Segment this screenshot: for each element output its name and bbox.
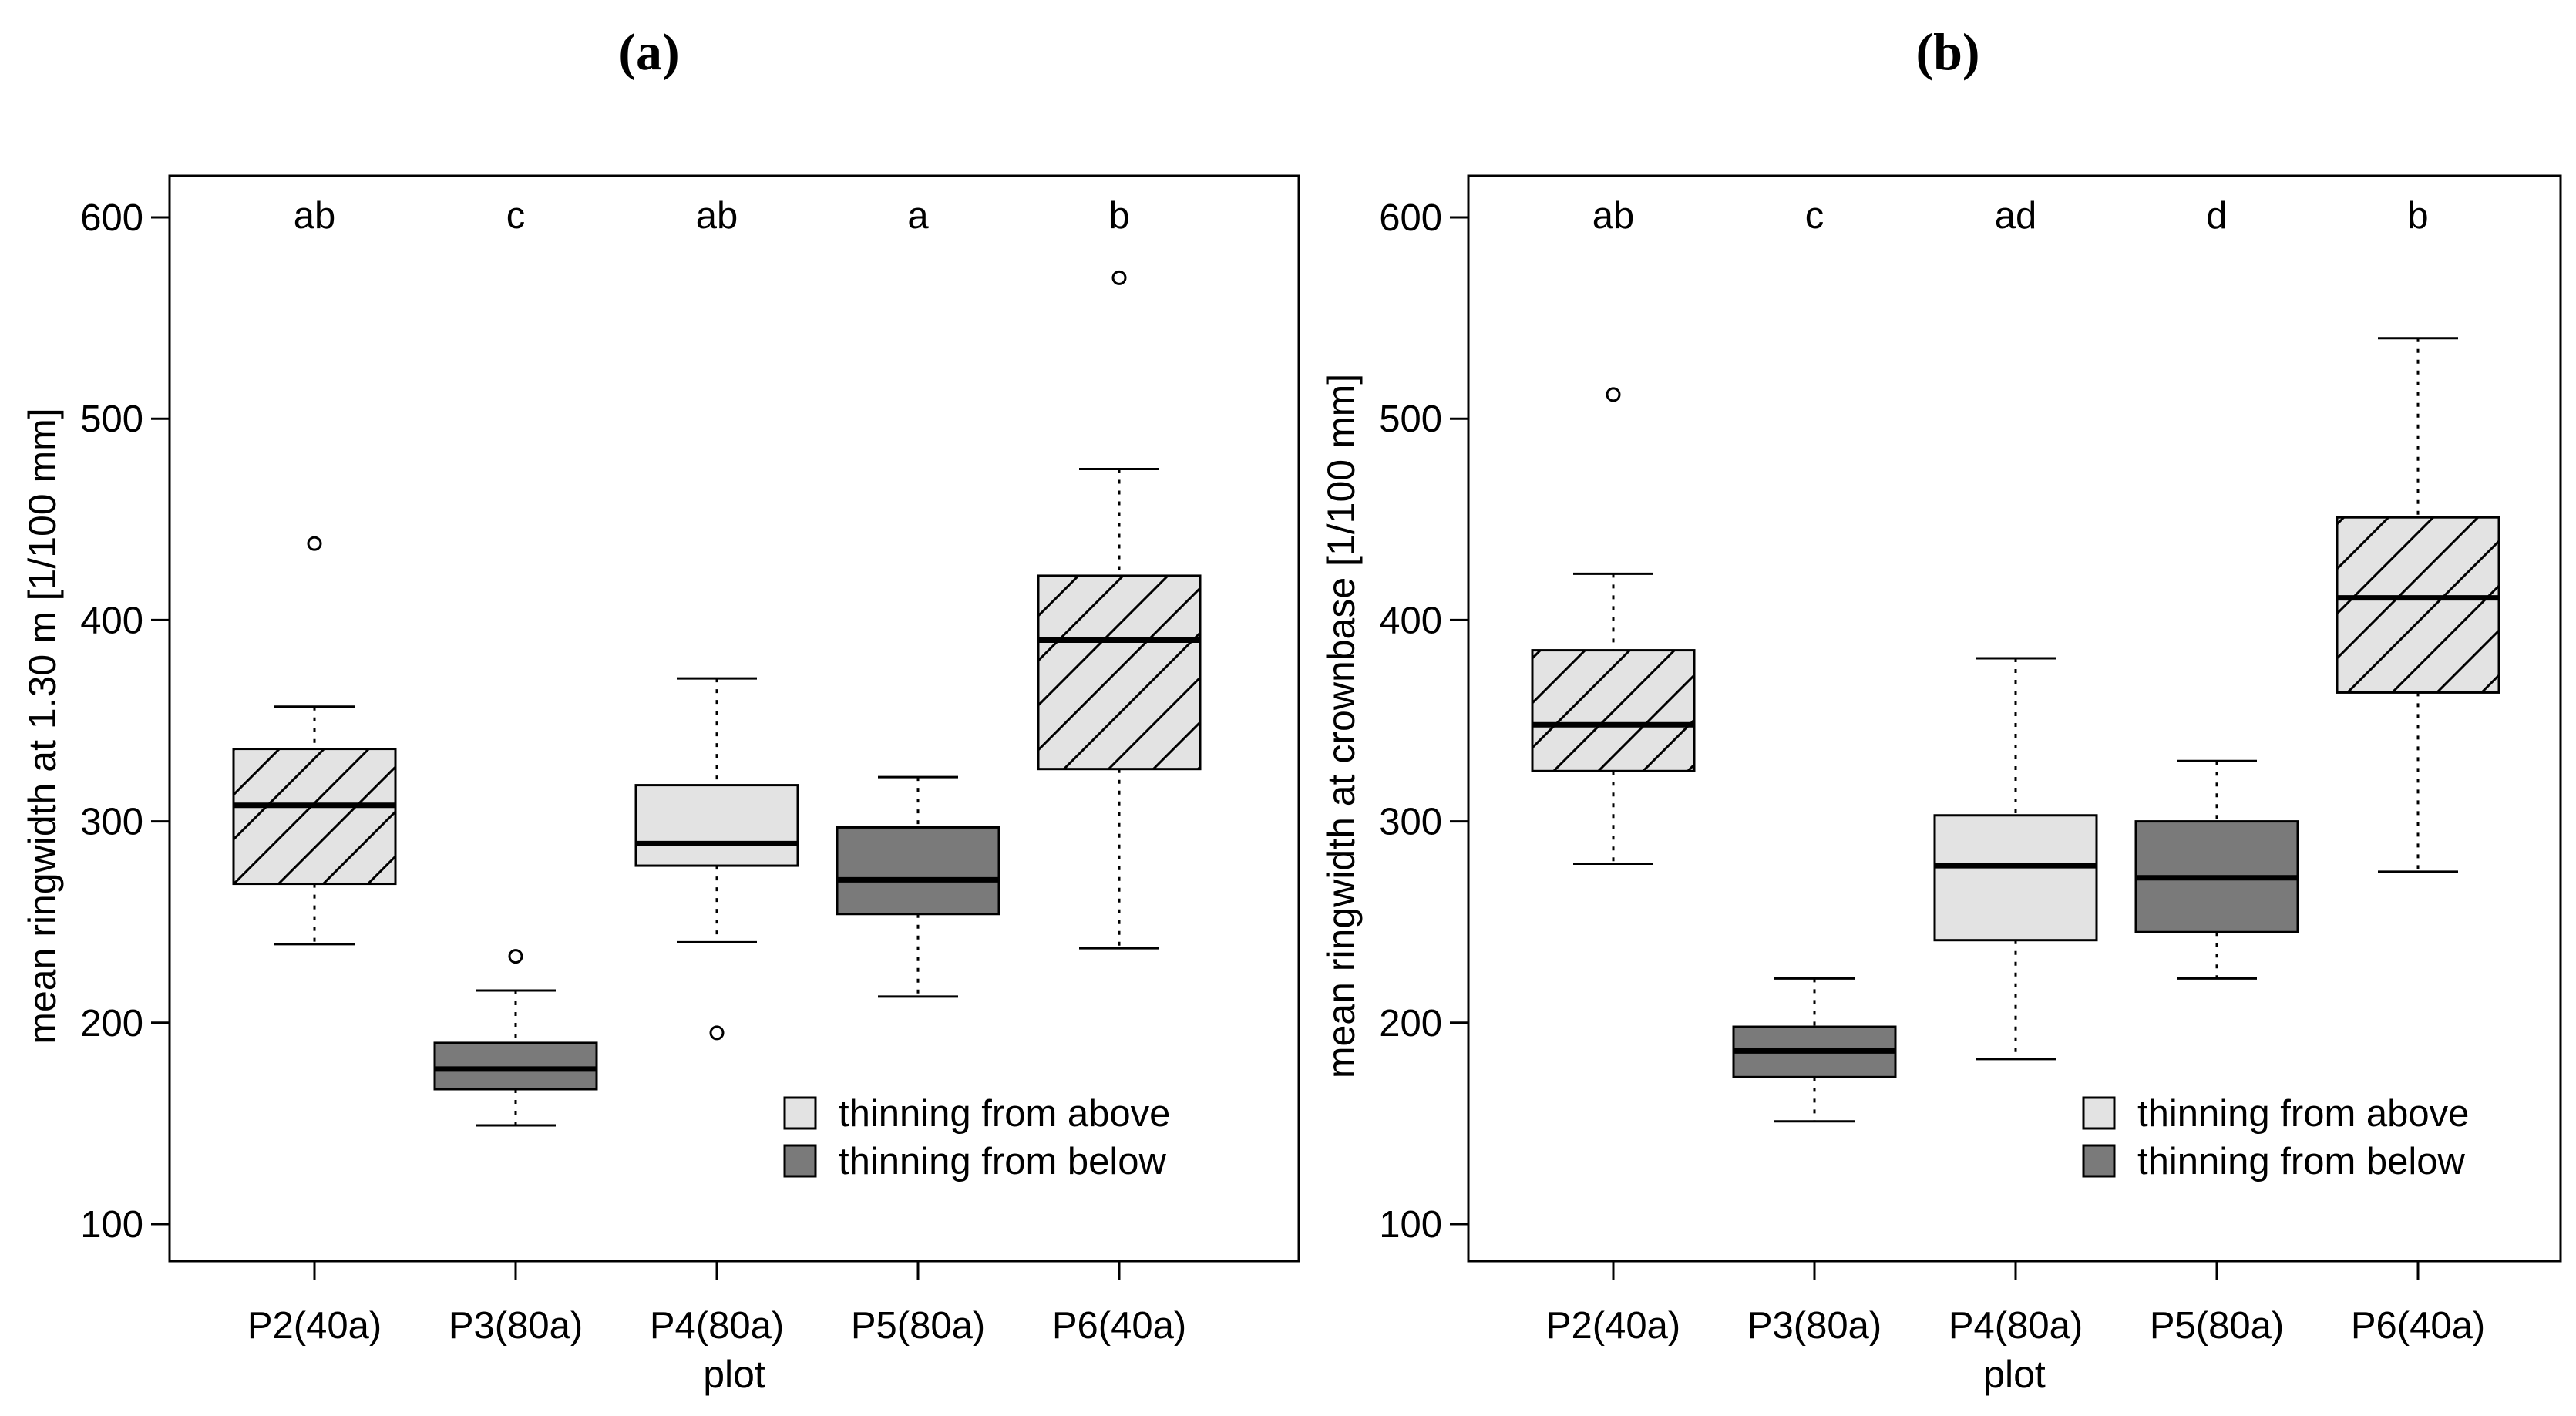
legend-swatch xyxy=(2082,1144,2116,1178)
legend-swatch xyxy=(783,1144,817,1178)
y-tick-label: 400 xyxy=(1379,600,1442,641)
panel-title: (a) xyxy=(618,22,679,81)
legend: thinning from above thinning from below xyxy=(783,1093,1170,1182)
box-outline xyxy=(1037,574,1202,771)
y-tick-label: 100 xyxy=(1379,1204,1442,1246)
y-tick-label: 300 xyxy=(1379,802,1442,843)
y-tick-label: 200 xyxy=(1379,1003,1442,1044)
y-tick-label: 400 xyxy=(80,600,143,641)
significance-letter: ad xyxy=(1995,195,2037,237)
outlier-point xyxy=(1111,270,1127,285)
legend-swatch xyxy=(783,1096,817,1130)
box-body xyxy=(435,1042,597,1089)
box-P3(80a) xyxy=(433,949,598,1127)
y-tick-label: 600 xyxy=(1379,197,1442,239)
legend-label: thinning from above xyxy=(2137,1093,2469,1135)
y-tick-label: 100 xyxy=(80,1204,143,1246)
outlier-point xyxy=(508,949,523,964)
box-P3(80a) xyxy=(1732,977,1897,1123)
box-P6(40a) xyxy=(1037,270,1202,950)
x-tick-label: P4(80a) xyxy=(1949,1305,2083,1347)
box-outline xyxy=(232,748,397,886)
panel-a-boxplot: (a) 100 200 300 400 500 600 mean ringwidth at 1… xyxy=(21,22,1300,1396)
legend-label: thinning from below xyxy=(839,1141,1167,1182)
plot-frame xyxy=(168,174,1300,1263)
box-outline xyxy=(1933,814,2098,942)
x-tick-label: P6(40a) xyxy=(1052,1305,1186,1347)
box-body xyxy=(837,827,999,914)
x-axis-title: plot xyxy=(1983,1353,2046,1396)
box-P5(80a) xyxy=(2134,759,2299,980)
box-body xyxy=(636,785,798,866)
x-tick-label: P3(80a) xyxy=(449,1305,583,1347)
y-tick-label: 500 xyxy=(80,399,143,440)
x-tick-label: P6(40a) xyxy=(2351,1305,2485,1347)
box-P4(80a) xyxy=(634,677,799,1041)
box-outline xyxy=(634,784,799,867)
box-hatch xyxy=(1038,575,1200,769)
legend-label: thinning from below xyxy=(2137,1141,2466,1182)
x-tick-label: P4(80a) xyxy=(650,1305,784,1347)
box-hatch xyxy=(1532,650,1694,772)
y-tick-label: 300 xyxy=(80,802,143,843)
box-P2(40a) xyxy=(1531,387,1696,865)
significance-letter: b xyxy=(1108,195,1129,237)
box-outline xyxy=(433,1041,598,1091)
outlier-point xyxy=(1606,387,1621,402)
x-tick-label: P2(40a) xyxy=(247,1305,382,1347)
x-tick-label: P5(80a) xyxy=(2150,1305,2284,1347)
box-body xyxy=(1935,815,2097,940)
box-P2(40a) xyxy=(232,536,397,946)
y-axis-title: mean ringwidth at 1.30 m [1/100 mm] xyxy=(21,408,64,1044)
outlier-point xyxy=(307,536,322,551)
y-axis-title: mean ringwidth at crownbase [1/100 mm] xyxy=(1320,374,1363,1078)
significance-letter: ab xyxy=(696,195,738,237)
box-hatch xyxy=(2337,517,2499,693)
x-axis-title: plot xyxy=(703,1353,765,1396)
box-outline xyxy=(1531,649,1696,772)
y-tick-label: 500 xyxy=(1379,399,1442,440)
box-outline xyxy=(836,826,1000,916)
y-tick-label: 200 xyxy=(80,1003,143,1044)
panel-title: (b) xyxy=(1915,22,1979,81)
significance-letter: c xyxy=(506,195,526,237)
significance-letter: b xyxy=(2407,195,2428,237)
significance-letter: d xyxy=(2206,195,2227,237)
legend-label: thinning from above xyxy=(839,1093,1170,1135)
box-P5(80a) xyxy=(836,775,1000,998)
significance-letter: ab xyxy=(1592,195,1635,237)
x-tick-label: P2(40a) xyxy=(1546,1305,1680,1347)
box-P4(80a) xyxy=(1933,657,2098,1061)
legend: thinning from above thinning from below xyxy=(2082,1093,2469,1182)
box-P6(40a) xyxy=(2336,337,2500,873)
significance-letter: a xyxy=(907,195,929,237)
panel-b-boxplot: (b) 100 200 300 400 500 600 mean ringwidth at c… xyxy=(1320,22,2562,1396)
y-tick-label: 600 xyxy=(80,197,143,239)
significance-letter: c xyxy=(1805,195,1824,237)
box-outline xyxy=(2336,516,2500,694)
outlier-point xyxy=(709,1025,725,1041)
significance-letter: ab xyxy=(294,195,336,237)
box-hatch xyxy=(234,748,395,884)
x-tick-label: P3(80a) xyxy=(1747,1305,1882,1347)
x-tick-label: P5(80a) xyxy=(851,1305,985,1347)
legend-swatch xyxy=(2082,1096,2116,1130)
